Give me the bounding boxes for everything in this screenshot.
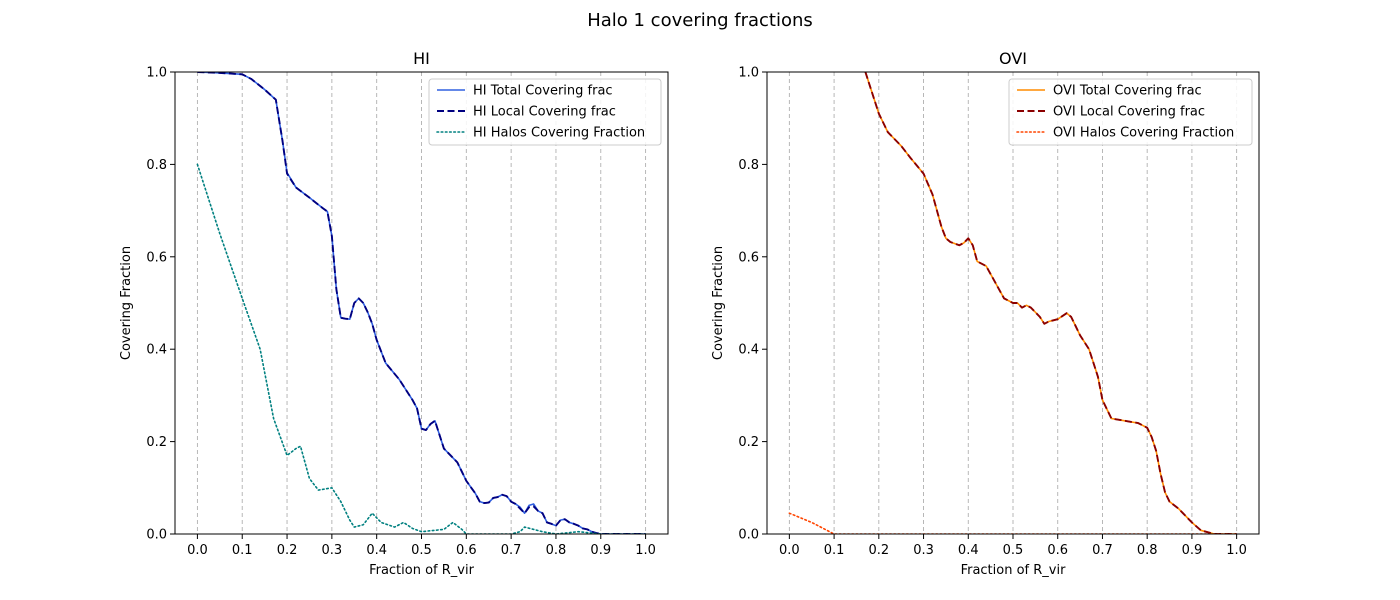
figure-suptitle: Halo 1 covering fractions [587, 10, 813, 31]
series-line-1 [197, 72, 646, 534]
chart-panel-1: 0.0 0.1 0.2 0.3 0.4 0.5 0.6 0.7 0.8 0.9 1.0 0.0 0.2 0… [711, 49, 1260, 578]
panels: 0.0 0.1 0.2 0.3 0.4 0.5 0.6 0.7 0.8 0.9 1.0 0.0 0.2 0… [119, 49, 1260, 578]
x-axis-label: Fraction of R_vir [369, 563, 475, 578]
x-tick-label: 0.0 [187, 543, 208, 558]
y-tick-label: 0.8 [738, 158, 759, 173]
legend-label: OVI Total Covering frac [1053, 84, 1202, 99]
series-line-1 [864, 72, 1237, 534]
x-tick-label: 0.4 [366, 543, 387, 558]
y-tick-label: 0.6 [146, 250, 167, 265]
x-tick-label: 0.5 [411, 543, 432, 558]
x-tick-label: 1.0 [1226, 543, 1247, 558]
legend-label: OVI Halos Covering Fraction [1053, 126, 1234, 141]
x-tick-label: 0.9 [1182, 543, 1203, 558]
legend-label: HI Local Covering frac [473, 105, 616, 120]
series-group [196, 72, 647, 534]
y-tick-label: 0.2 [738, 435, 759, 450]
legend: HI Total Covering frac HI Local Covering… [428, 78, 662, 146]
x-tick-label: 0.7 [1092, 543, 1113, 558]
x-tick-label: 0.3 [322, 543, 343, 558]
series-line-2 [196, 163, 647, 534]
y-tick-label: 0.6 [738, 250, 759, 265]
chart-title: HI [413, 49, 430, 68]
x-tick-label: 0.8 [546, 543, 567, 558]
legend-label: HI Total Covering frac [473, 84, 613, 99]
x-tick-label: 0.9 [590, 543, 611, 558]
x-tick-label: 0.6 [1047, 543, 1068, 558]
chart-title: OVI [999, 49, 1027, 68]
y-tick-label: 1.0 [738, 66, 759, 81]
x-tick-label: 0.1 [824, 543, 845, 558]
legend-label: HI Halos Covering Fraction [473, 126, 645, 141]
y-tick-label: 0.8 [146, 158, 167, 173]
x-tick-label: 1.0 [635, 543, 656, 558]
chart-panel-0: 0.0 0.1 0.2 0.3 0.4 0.5 0.6 0.7 0.8 0.9 1.0 0.0 0.2 0… [119, 49, 669, 578]
y-axis-label: Covering Fraction [711, 246, 726, 360]
legend: OVI Total Covering frac OVI Local Coveri… [1008, 78, 1253, 146]
series-group [788, 72, 1238, 534]
legend-box [428, 78, 662, 146]
legend-label: OVI Local Covering frac [1053, 105, 1205, 120]
x-tick-label: 0.3 [913, 543, 934, 558]
y-tick-label: 0.4 [738, 343, 759, 358]
x-tick-label: 0.7 [501, 543, 522, 558]
legend-box [1008, 78, 1253, 146]
x-tick-label: 0.4 [958, 543, 979, 558]
y-tick-label: 0.4 [146, 343, 167, 358]
x-tick-label: 0.0 [779, 543, 800, 558]
x-tick-label: 0.1 [232, 543, 253, 558]
x-axis-label: Fraction of R_vir [961, 563, 1067, 578]
x-tick-label: 0.8 [1137, 543, 1158, 558]
x-tick-label: 0.2 [277, 543, 298, 558]
y-axis-label: Covering Fraction [119, 246, 134, 360]
x-tick-label: 0.2 [868, 543, 889, 558]
y-tick-label: 0.0 [738, 528, 759, 543]
y-tick-label: 0.0 [146, 528, 167, 543]
x-tick-label: 0.5 [1003, 543, 1024, 558]
y-tick-label: 1.0 [146, 66, 167, 81]
x-tick-label: 0.6 [456, 543, 477, 558]
y-tick-label: 0.2 [146, 435, 167, 450]
